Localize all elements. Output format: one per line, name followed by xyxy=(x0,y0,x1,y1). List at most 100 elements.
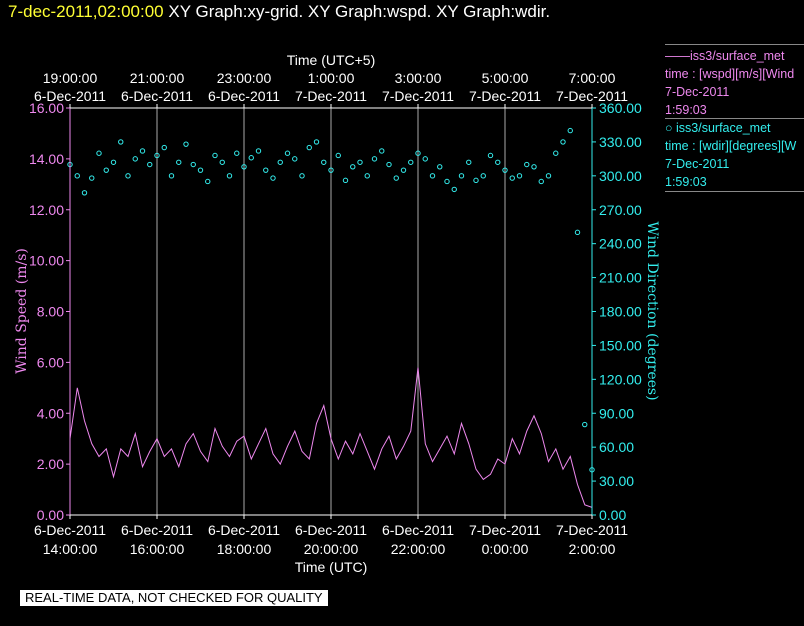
right-tick-label: 270.00 xyxy=(599,202,642,218)
wind-direction-point xyxy=(248,155,254,161)
wind-direction-point xyxy=(81,190,88,196)
right-tick-label: 0.00 xyxy=(599,507,626,523)
wind-direction-point xyxy=(139,148,146,154)
wind-direction-point xyxy=(386,161,392,168)
wind-direction-point xyxy=(342,177,349,184)
left-tick-label: 16.00 xyxy=(29,100,64,116)
right-axis-label: Wind Direction (degrees) xyxy=(644,221,660,400)
wind-direction-point xyxy=(270,175,276,181)
wind-direction-point xyxy=(110,159,117,165)
right-tick-label: 150.00 xyxy=(599,337,642,353)
wind-direction-point xyxy=(197,167,204,173)
wind-direction-point xyxy=(379,148,385,154)
wind-direction-point xyxy=(422,156,428,162)
wind-speed-line xyxy=(69,367,593,508)
left-tick-label: 10.00 xyxy=(29,253,64,269)
wind-direction-point xyxy=(190,161,196,168)
top-tick-date: 7-Dec-2011 xyxy=(469,88,541,104)
wind-direction-point xyxy=(458,173,465,179)
top-tick-time: 19:00:00 xyxy=(43,70,98,86)
right-tick-label: 120.00 xyxy=(599,371,642,387)
wind-direction-point xyxy=(487,152,494,159)
wind-direction-point xyxy=(306,144,312,151)
right-tick-label: 60.00 xyxy=(599,439,634,455)
bottom-tick-time: 20:00:00 xyxy=(304,541,359,557)
wind-direction-point xyxy=(103,167,109,173)
vertical-grid xyxy=(156,108,506,515)
top-tick-time: 5:00:00 xyxy=(482,70,529,86)
bottom-tick-time: 22:00:00 xyxy=(391,541,446,557)
wind-direction-point xyxy=(284,150,291,156)
top-tick-date: 6-Dec-2011 xyxy=(121,88,193,104)
left-tick-label: 6.00 xyxy=(37,354,64,370)
wind-direction-point xyxy=(509,175,515,181)
wind-direction-point xyxy=(161,144,167,151)
wind-direction-point xyxy=(241,164,247,170)
header-graph-list: XY Graph:xy-grid. XY Graph:wspd. XY Grap… xyxy=(168,2,551,21)
top-tick-time: 3:00:00 xyxy=(395,70,442,86)
wind-direction-point xyxy=(408,159,414,165)
left-axis-ticks: 0.00 2.00 4.00 6.00 8.00 10.00 12.00 14.00 16.00 xyxy=(29,100,70,523)
bottom-axis-title: Time (UTC) xyxy=(295,559,368,575)
wind-direction-point xyxy=(582,421,588,428)
wind-direction-point xyxy=(255,148,262,154)
bottom-tick-date: 6-Dec-2011 xyxy=(208,522,280,538)
top-tick-time: 23:00:00 xyxy=(217,70,272,86)
wind-direction-point xyxy=(502,167,508,173)
bottom-tick-date: 6-Dec-2011 xyxy=(382,522,454,538)
right-tick-label: 180.00 xyxy=(599,304,642,320)
right-axis-ticks: 0.00 30.00 60.00 90.00 120.00 150.00 180.00 210… xyxy=(592,100,642,523)
wind-direction-point xyxy=(466,159,472,165)
wind-direction-point xyxy=(545,173,552,179)
wind-direction-point xyxy=(168,173,175,179)
top-tick-date: 7-Dec-2011 xyxy=(382,88,454,104)
wind-direction-point xyxy=(429,173,436,179)
wind-direction-point xyxy=(480,173,486,179)
chart-header: 7-dec-2011,02:00:00 XY Graph:xy-grid. XY… xyxy=(8,2,550,22)
bottom-tick-date: 7-Dec-2011 xyxy=(556,522,628,538)
legend-direction-date: 7-Dec-2011 xyxy=(665,157,730,171)
top-tick-date: 7-Dec-2011 xyxy=(556,88,628,104)
wind-direction-point xyxy=(313,139,320,145)
wind-direction-point xyxy=(321,159,327,165)
wind-direction-point xyxy=(415,150,421,156)
wind-direction-point xyxy=(205,178,211,185)
wind-direction-point xyxy=(96,150,102,156)
wind-direction-point xyxy=(393,175,399,181)
wind-direction-point xyxy=(132,156,138,162)
wind-direction-point xyxy=(400,167,407,173)
top-tick-date: 6-Dec-2011 xyxy=(208,88,280,104)
wind-direction-point xyxy=(125,173,131,179)
bottom-axis-ticks: 6-Dec-2011 14:00:00 6-Dec-2011 16:00:00 6-De… xyxy=(34,515,628,557)
wind-direction-point xyxy=(89,175,95,181)
legend-speed-source: ——iss3/surface_met xyxy=(665,49,785,63)
bottom-tick-time: 16:00:00 xyxy=(130,541,185,557)
wind-direction-point xyxy=(473,177,479,184)
left-tick-label: 0.00 xyxy=(37,507,64,523)
legend-speed-time: 1:59:03 xyxy=(665,103,707,117)
top-tick-time: 7:00:00 xyxy=(569,70,616,86)
wind-direction-point xyxy=(567,127,573,134)
wind-direction-point xyxy=(335,152,341,159)
wind-direction-point xyxy=(219,159,225,165)
legend-wind-direction: ○ iss3/surface_met time : [wdir][degrees… xyxy=(665,119,804,191)
right-tick-label: 30.00 xyxy=(599,473,634,489)
wind-direction-point xyxy=(176,159,182,165)
wind-direction-point xyxy=(451,186,457,193)
legend-divider xyxy=(665,191,804,192)
legend-direction-time: 1:59:03 xyxy=(665,175,707,189)
bottom-tick-date: 6-Dec-2011 xyxy=(121,522,193,538)
bottom-tick-date: 6-Dec-2011 xyxy=(295,522,367,538)
bottom-tick-time: 2:00:00 xyxy=(569,541,616,557)
top-tick-date: 6-Dec-2011 xyxy=(34,88,106,104)
bottom-tick-date: 7-Dec-2011 xyxy=(469,522,541,538)
wind-direction-point xyxy=(574,229,581,236)
wind-direction-point xyxy=(183,141,189,147)
quality-disclaimer: REAL-TIME DATA, NOT CHECKED FOR QUALITY xyxy=(20,590,328,606)
right-tick-label: 90.00 xyxy=(599,405,634,421)
top-tick-time: 1:00:00 xyxy=(308,70,355,86)
wind-direction-point xyxy=(234,150,240,156)
legend-divider xyxy=(665,118,804,119)
wind-direction-point xyxy=(328,167,334,173)
